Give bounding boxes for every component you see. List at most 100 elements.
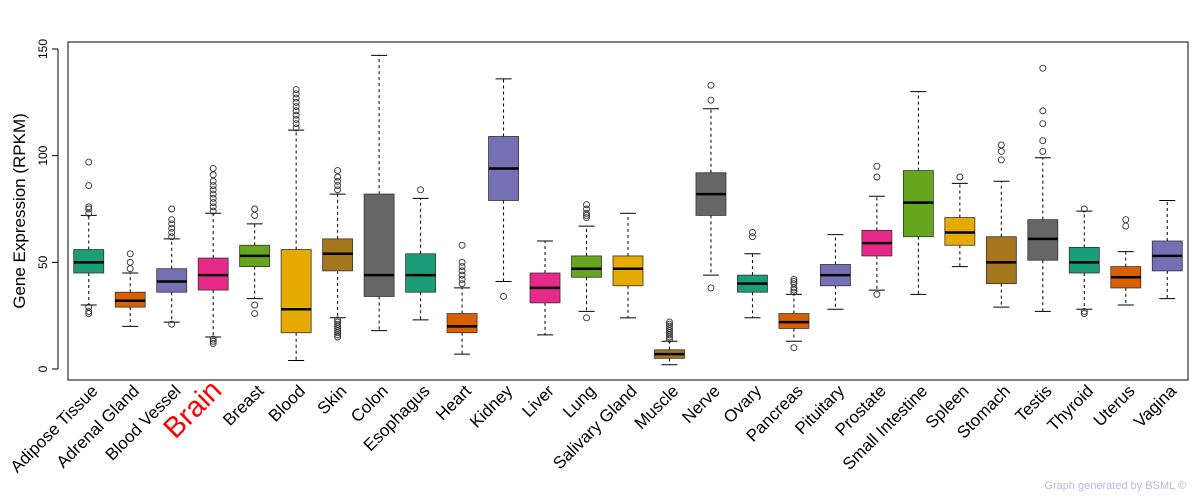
box-colon bbox=[363, 54, 395, 332]
outlier-point bbox=[417, 186, 425, 194]
outlier-point bbox=[168, 320, 176, 328]
outlier-point bbox=[997, 141, 1005, 149]
outlier-point bbox=[209, 203, 217, 211]
box-vagina bbox=[1151, 199, 1183, 300]
outlier-point bbox=[748, 233, 756, 241]
box-muscle bbox=[654, 318, 685, 366]
outlier-point bbox=[292, 111, 300, 119]
outlier-point bbox=[583, 201, 590, 209]
outlier-point bbox=[168, 220, 176, 228]
y-axis-title: Gene Expression (RPKM) bbox=[10, 113, 29, 309]
outlier-point bbox=[168, 229, 176, 236]
iqr-box bbox=[363, 193, 395, 297]
outlier-point bbox=[292, 90, 300, 98]
outlier-point bbox=[292, 120, 300, 128]
box-stomach bbox=[985, 141, 1017, 308]
outlier-point bbox=[168, 233, 176, 241]
outlier-point bbox=[790, 344, 798, 352]
outlier-point bbox=[458, 271, 466, 279]
outlier-point bbox=[209, 199, 217, 207]
box-ovary bbox=[737, 229, 768, 319]
outlier-point bbox=[1039, 147, 1047, 155]
outlier-point bbox=[292, 98, 300, 106]
outlier-point bbox=[85, 307, 93, 315]
box-blood-vessel bbox=[156, 205, 188, 328]
outlier-point bbox=[209, 339, 217, 347]
outlier-point bbox=[956, 173, 964, 181]
y-tick-label: 50 bbox=[36, 255, 50, 269]
outlier-point bbox=[292, 124, 300, 132]
box-salivary-gland bbox=[612, 212, 644, 319]
outlier-point bbox=[85, 182, 93, 189]
outlier-point bbox=[251, 205, 259, 213]
outlier-point bbox=[583, 314, 590, 322]
outlier-point bbox=[209, 177, 217, 185]
outlier-point bbox=[334, 318, 342, 326]
outlier-point bbox=[209, 171, 217, 179]
box-skin bbox=[322, 167, 354, 341]
outlier-point bbox=[209, 337, 217, 345]
outlier-point bbox=[126, 258, 134, 266]
category-label: Vagina bbox=[1130, 381, 1180, 431]
outlier-point bbox=[707, 81, 715, 89]
outlier-point bbox=[209, 335, 217, 343]
outlier-point bbox=[1080, 310, 1088, 317]
outlier-point bbox=[334, 316, 342, 324]
outlier-point bbox=[292, 86, 300, 93]
credit-text: Graph generated by BSML © bbox=[1044, 480, 1186, 492]
outlier-point bbox=[126, 250, 134, 258]
outlier-point bbox=[334, 173, 342, 181]
outlier-point bbox=[292, 107, 300, 115]
box-adipose-tissue bbox=[73, 158, 105, 317]
outlier-point bbox=[292, 115, 300, 123]
y-tick-label: 150 bbox=[36, 39, 50, 59]
outlier-point bbox=[209, 165, 217, 172]
iqr-box bbox=[405, 253, 436, 293]
outlier-point bbox=[997, 147, 1005, 155]
outlier-point bbox=[334, 167, 342, 175]
outlier-point bbox=[666, 318, 673, 326]
category-label: Breast bbox=[219, 381, 267, 429]
outlier-point bbox=[292, 94, 300, 102]
outlier-point bbox=[458, 267, 466, 275]
outlier-point bbox=[85, 158, 93, 166]
box-kidney bbox=[488, 78, 519, 300]
box-small-intestine bbox=[902, 91, 934, 295]
outlier-point bbox=[85, 203, 93, 211]
outlier-point bbox=[209, 207, 217, 215]
outlier-point bbox=[292, 103, 300, 111]
category-label: Muscle bbox=[631, 381, 683, 433]
outlier-point bbox=[997, 156, 1005, 164]
box-lung bbox=[571, 201, 602, 322]
outlier-point bbox=[209, 190, 217, 198]
outlier-point bbox=[168, 224, 176, 232]
outlier-point bbox=[790, 288, 798, 296]
category-label: Nerve bbox=[678, 381, 724, 427]
iqr-box bbox=[985, 236, 1017, 285]
category-label: Blood bbox=[265, 381, 309, 425]
outlier-point bbox=[85, 205, 93, 213]
outlier-point bbox=[873, 162, 881, 170]
category-label: Skin bbox=[314, 381, 351, 418]
box-esophagus bbox=[405, 186, 436, 321]
outlier-point bbox=[168, 216, 176, 224]
iqr-box bbox=[612, 255, 644, 287]
outlier-point bbox=[251, 211, 259, 219]
outlier-point bbox=[748, 229, 756, 236]
outlier-point bbox=[790, 280, 798, 288]
outlier-point bbox=[209, 182, 217, 189]
outlier-point bbox=[168, 205, 176, 213]
box-adrenal-gland bbox=[114, 250, 146, 327]
outlier-point bbox=[666, 320, 673, 328]
outlier-point bbox=[458, 280, 466, 288]
outlier-point bbox=[707, 284, 715, 292]
outlier-point bbox=[458, 263, 466, 271]
y-tick-label: 100 bbox=[36, 145, 50, 165]
outlier-point bbox=[707, 96, 715, 104]
box-testis bbox=[1027, 64, 1059, 312]
box-prostate bbox=[861, 162, 893, 298]
outlier-point bbox=[873, 290, 881, 298]
outlier-point bbox=[583, 214, 590, 221]
boxes-group bbox=[73, 54, 1183, 366]
